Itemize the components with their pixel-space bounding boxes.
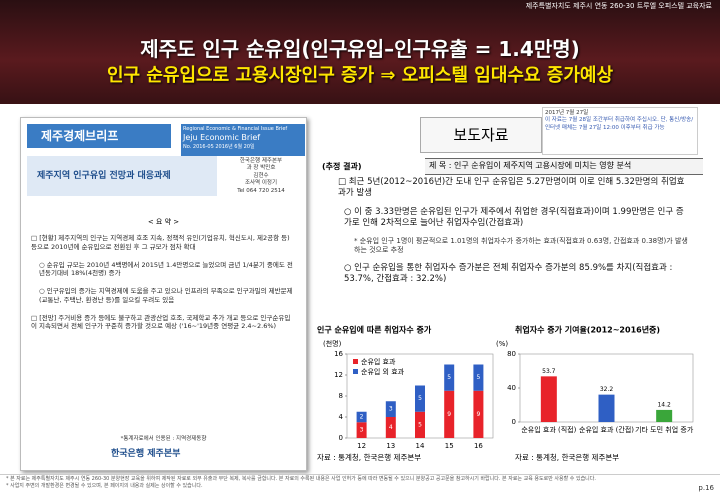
- x-tick-label: 기타 도민 취업 증가: [635, 425, 694, 434]
- data-label: 9: [476, 411, 480, 418]
- brief-meta: Regional Economic & Financial Issue Brie…: [181, 124, 305, 156]
- y-tick-label: 40: [507, 384, 516, 392]
- chart-title: 취업자수 증가 기여율(2012~2016년중): [515, 325, 660, 335]
- x-tick-label: 순유입 효과 (직접): [521, 425, 576, 434]
- brief-paragraph: ○ 인구유입의 증가는 지역경제에 도움을 주고 있으나 인프라의 부족으로 인…: [39, 287, 293, 304]
- bar-segment: [415, 385, 425, 412]
- data-label: 5: [418, 421, 422, 428]
- footer-note: * 사업지 주변의 개발환경은 변경될 수 있으며, 본 페이지의 내용과 실제…: [6, 482, 203, 489]
- brief-series: Regional Economic & Financial Issue Brie…: [183, 126, 288, 132]
- y-tick-label: 8: [339, 392, 343, 400]
- bar-segment: [473, 390, 484, 438]
- y-tick-label: 4: [339, 413, 344, 421]
- bar-segment: [385, 401, 396, 417]
- x-tick-label: 13: [386, 442, 395, 450]
- brief-doc: 제주경제브리프 Regional Economic & Financial Is…: [20, 117, 307, 471]
- press-note: 2017년 7월 27일 이 자료는 7월 28일 조간부터 취급하여 주십시오…: [542, 107, 698, 155]
- brief-contact: 한국은행 제주본부 과 장 박민호 김현수 조사역 이정기 Tel 064 720 25…: [221, 158, 301, 195]
- y-tick-label: 16: [334, 350, 343, 358]
- data-label: 2: [360, 414, 364, 421]
- bar-segment: [356, 411, 367, 423]
- press-paragraph: * 순유입 인구 1명이 평균적으로 1.01명의 취업자수가 증가하는 효과(…: [354, 236, 688, 255]
- top-note: 제주특별자치도 제주시 연동 260-30 트루엘 오피스텔 교육자료: [525, 2, 712, 10]
- brief-footnote: *통계자료에서 인용된 : 지역경제동향: [120, 436, 207, 442]
- legend-label: 순유입 효과: [361, 357, 396, 366]
- press-embargo: 이 자료는 7월 28일 조간부터 취급하여 주십시오. 단, 통신/방송/인터…: [545, 117, 694, 131]
- contact-line: Tel 064 720 2514: [237, 187, 285, 194]
- brief-body: □ [현황] 제주지역의 인구는 지역경제 호조 지속, 정책적 유인(기업유치…: [31, 234, 296, 340]
- source: 자료 : 통계청, 한국은행 제주본부: [317, 452, 421, 462]
- bar-segment: [385, 417, 396, 438]
- x-tick-label: 12: [357, 442, 366, 450]
- press-paragraph: ○ 이 중 3.33만명은 순유입된 인구가 제주에서 취업한 경우(직접효과)…: [344, 206, 684, 229]
- data-label: 5: [476, 374, 480, 381]
- bar: [540, 376, 557, 422]
- bar: [656, 409, 673, 422]
- press-paragraph: □ 최근 5년(2012~2016년)간 도내 인구 순유입은 5.27만명이며…: [338, 177, 685, 199]
- footer-notes: * 본 자료는 제주특별자치도 제주시 연동 260-30 분양현장 교육을 위…: [6, 476, 656, 489]
- legend-swatch: [353, 359, 358, 364]
- data-label: 5: [418, 395, 422, 402]
- summary-label: < 요 약 >: [147, 218, 180, 226]
- data-label: 9: [447, 411, 451, 418]
- brief-issue: No. 2016-05 2016년 6월 20일: [183, 143, 255, 150]
- data-label: 14.2: [657, 401, 671, 408]
- page-number: p.16: [698, 484, 714, 492]
- bar: [598, 394, 615, 422]
- bar-segment: [444, 390, 455, 438]
- x-tick-label: 순유입 효과 (간접): [579, 425, 634, 434]
- press-paragraph: ○ 인구 순유입을 통한 취업자수 증가분은 전체 취업자수 증가분의 85.9…: [344, 262, 673, 285]
- contact-line: 조사역 이정기: [244, 180, 278, 187]
- y-tick-label: 0: [339, 434, 343, 442]
- y-axis-label: (%): [496, 340, 508, 348]
- data-label: 3: [389, 406, 393, 413]
- contact-line: 과 장 박민호: [246, 165, 276, 172]
- brief-name: 제주경제브리프: [27, 124, 171, 148]
- legend-swatch: [353, 369, 358, 374]
- x-tick-label: 16: [474, 442, 483, 450]
- press-body: □ 최근 5년(2012~2016년)간 도내 인구 순유입은 5.27만명이며…: [338, 177, 690, 293]
- press-subject: 제 목 : 인구 순유입이 제주지역 고용시장에 미치는 영향 분석: [425, 158, 703, 175]
- bar-segment: [356, 422, 367, 438]
- legend-label: 순유입 외 효과: [361, 367, 405, 376]
- logo: 한국은행 제주본부: [111, 449, 181, 459]
- footer: [0, 474, 720, 498]
- y-tick-label: 12: [334, 371, 343, 379]
- y-tick-label: 0: [512, 418, 516, 426]
- title: 제주도 인구 순유입(인구유입–인구유출 = 1.4만명): [140, 37, 580, 61]
- brief-title: 제주지역 인구유입 전망과 대응과제: [27, 156, 217, 196]
- data-label: 5: [447, 374, 451, 381]
- brief-paragraph: □ [전망] 주거비용 증가 등에도 불구하고 관광산업 호조, 국제학교 추가…: [31, 313, 291, 331]
- chart-title: 인구 순유입에 따른 취업자수 증가: [317, 325, 432, 335]
- press-date: 2017년 7월 27일: [545, 110, 589, 116]
- bar-segment: [444, 364, 455, 391]
- press-heading: (추정 결과): [322, 162, 362, 171]
- y-tick-label: 80: [507, 350, 516, 358]
- brief-paragraph: ○ 순유입 규모는 2010년 4백명에서 2015년 1.4만명으로 늘었으며…: [39, 260, 293, 278]
- data-label: 53.7: [542, 368, 556, 375]
- x-tick-label: 15: [445, 442, 454, 450]
- press-label: 보도자료: [420, 117, 542, 153]
- footer-note: * 본 자료는 제주특별자치도 제주시 연동 260-30 분양현장 교육을 위…: [6, 476, 596, 482]
- contact-line: 한국은행 제주본부: [239, 158, 283, 164]
- data-label: 32.2: [600, 386, 614, 393]
- subtitle: 인구 순유입으로 고용시장인구 증가 ⇒ 오피스텔 임대수요 증가예상: [106, 65, 614, 86]
- source: 자료 : 통계청, 한국은행 제주본부: [515, 452, 619, 462]
- brief-english: Jeju Economic Brief: [183, 132, 261, 142]
- bar-segment: [473, 364, 484, 391]
- bar-segment: [415, 411, 425, 438]
- data-label: 3: [360, 427, 364, 434]
- contact-line: 김현수: [253, 172, 269, 179]
- data-label: 4: [389, 424, 393, 431]
- x-tick-label: 14: [416, 442, 425, 450]
- brief-paragraph: □ [현황] 제주지역의 인구는 지역경제 호조 지속, 정책적 유인(기업유치…: [31, 234, 290, 251]
- y-axis-label: (천명): [323, 339, 342, 348]
- charts: 인구 순유입에 따른 취업자수 증가 (천명) 0 4 8 12 16 12 13 14 15 16 순…: [317, 325, 694, 463]
